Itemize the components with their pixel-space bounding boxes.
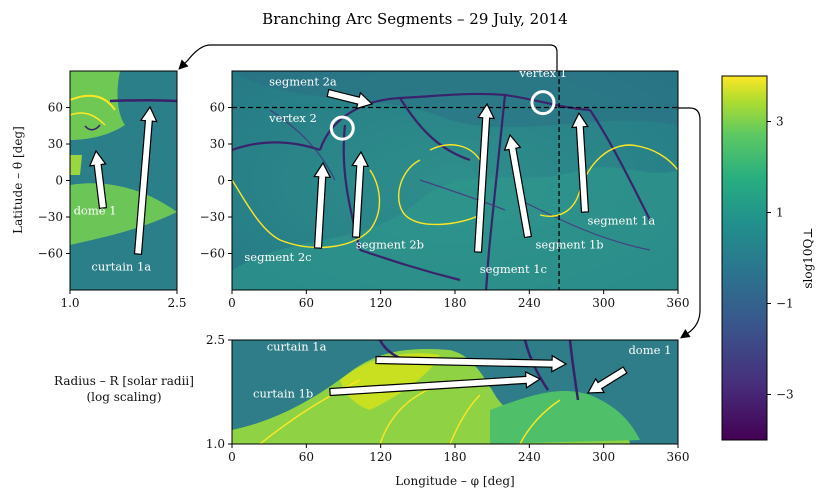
latitude-axis-label: Latitude – θ [deg] xyxy=(11,126,25,234)
annotation-label: vertex 1 xyxy=(518,66,567,80)
x-tick-label: 240 xyxy=(518,296,541,310)
annotation-label: dome 1 xyxy=(628,343,671,357)
y-tick-label: 30 xyxy=(210,137,225,151)
vertex-circles xyxy=(329,90,556,141)
radius-lon-annotations: curtain 1a curtain 1b dome 1 xyxy=(253,339,671,400)
lat-radius-ticks: 1.0 2.5 60 30 0 −30 −60 xyxy=(38,101,187,311)
colorbar-tick-label: −3 xyxy=(776,388,794,402)
vertex-circle xyxy=(530,90,556,116)
arrow-segment-2c xyxy=(313,161,332,249)
annotation-label: curtain 1a xyxy=(91,260,151,274)
x-tick-label: 2.5 xyxy=(167,296,186,310)
arrow-curtain-1a xyxy=(133,105,158,255)
lat-radius-arrows xyxy=(88,105,158,255)
y-tick-label: −60 xyxy=(38,247,63,261)
arrow-curtain-1a-radial xyxy=(375,354,568,373)
x-tick-label: 240 xyxy=(518,450,541,464)
lat-lon-arrows xyxy=(313,88,590,253)
y-tick-label: 0 xyxy=(55,174,63,188)
arrow-segment-1a xyxy=(570,111,590,213)
radius-axis-label-line2: (log scaling) xyxy=(86,390,161,404)
x-tick-label: 360 xyxy=(667,296,690,310)
annotation-label: curtain 1a xyxy=(267,339,327,353)
annotation-label: segment 2b xyxy=(356,238,424,252)
annotation-label: segment 1c xyxy=(480,262,547,276)
x-tick-label: 60 xyxy=(299,450,314,464)
colorbar-label: slog10Q⊥ xyxy=(801,227,815,288)
x-tick-label: 300 xyxy=(592,296,615,310)
y-tick-label: 30 xyxy=(48,137,63,151)
colorbar-tick-label: 1 xyxy=(776,206,784,220)
y-tick-label: 60 xyxy=(210,101,225,115)
lat-radius-panel: 1.0 2.5 60 30 0 −30 −60 dome 1 curtain 1a xyxy=(38,70,187,311)
arrow-segment-2b xyxy=(351,150,370,238)
x-tick-label: 180 xyxy=(444,296,467,310)
y-tick-label: −60 xyxy=(200,247,225,261)
annotation-label: dome 1 xyxy=(74,204,117,218)
annotation-label: segment 2c xyxy=(244,250,311,264)
annotation-label: segment 1b xyxy=(536,238,604,252)
arrow-segment-1c xyxy=(473,102,496,253)
y-tick-label: −30 xyxy=(38,210,63,224)
x-tick-label: 120 xyxy=(369,450,392,464)
lat-radius-heatmap xyxy=(70,71,177,290)
vertex-circle xyxy=(329,115,355,141)
lat-lon-annotations: segment 2a vertex 1 vertex 2 segment 2c segm… xyxy=(244,66,655,276)
colorbar: 3 1 −1 −3 slog10Q⊥ xyxy=(721,75,815,441)
annotation-label: segment 2a xyxy=(269,75,337,89)
arrow-segment-1b xyxy=(503,133,533,239)
arrow-dome-1 xyxy=(88,149,108,210)
x-tick-label: 0 xyxy=(228,450,236,464)
colorbar-ticks: 3 1 −1 −3 xyxy=(767,115,794,402)
y-tick-label: 2.5 xyxy=(206,333,225,347)
x-tick-label: 300 xyxy=(592,450,615,464)
colorbar-tick-label: −1 xyxy=(776,297,794,311)
y-tick-label: 60 xyxy=(48,101,63,115)
figure-title: Branching Arc Segments – 29 July, 2014 xyxy=(262,10,568,28)
y-tick-label: −30 xyxy=(200,210,225,224)
longitude-axis-label: Longitude – φ [deg] xyxy=(395,474,514,488)
radius-axis-label-line1: Radius – R [solar radii] xyxy=(54,374,194,388)
lat-radius-annotations: dome 1 curtain 1a xyxy=(74,204,152,274)
arrow-dome-1-radial xyxy=(586,366,628,394)
x-tick-label: 360 xyxy=(667,450,690,464)
connector-arrow-right xyxy=(678,107,701,339)
arrow-curtain-1b-radial xyxy=(329,370,542,397)
colorbar-tick-label: 3 xyxy=(776,115,784,129)
annotation-label: segment 1a xyxy=(588,213,656,227)
colorbar-gradient xyxy=(721,75,768,441)
radius-lon-arrows xyxy=(329,354,628,397)
connector-arrow-top xyxy=(178,44,558,71)
x-tick-label: 1.0 xyxy=(60,296,79,310)
x-tick-label: 60 xyxy=(299,296,314,310)
x-tick-label: 180 xyxy=(444,450,467,464)
radius-lon-ticks: 0 60 120 180 240 300 360 2.5 1.0 xyxy=(206,333,690,464)
y-tick-label: 0 xyxy=(217,174,225,188)
x-tick-label: 120 xyxy=(369,296,392,310)
annotation-label: vertex 2 xyxy=(268,111,317,125)
annotation-label: curtain 1b xyxy=(253,387,313,401)
x-tick-label: 0 xyxy=(228,296,236,310)
arrow-segment-2a xyxy=(326,88,374,110)
y-tick-label: 1.0 xyxy=(206,437,225,451)
